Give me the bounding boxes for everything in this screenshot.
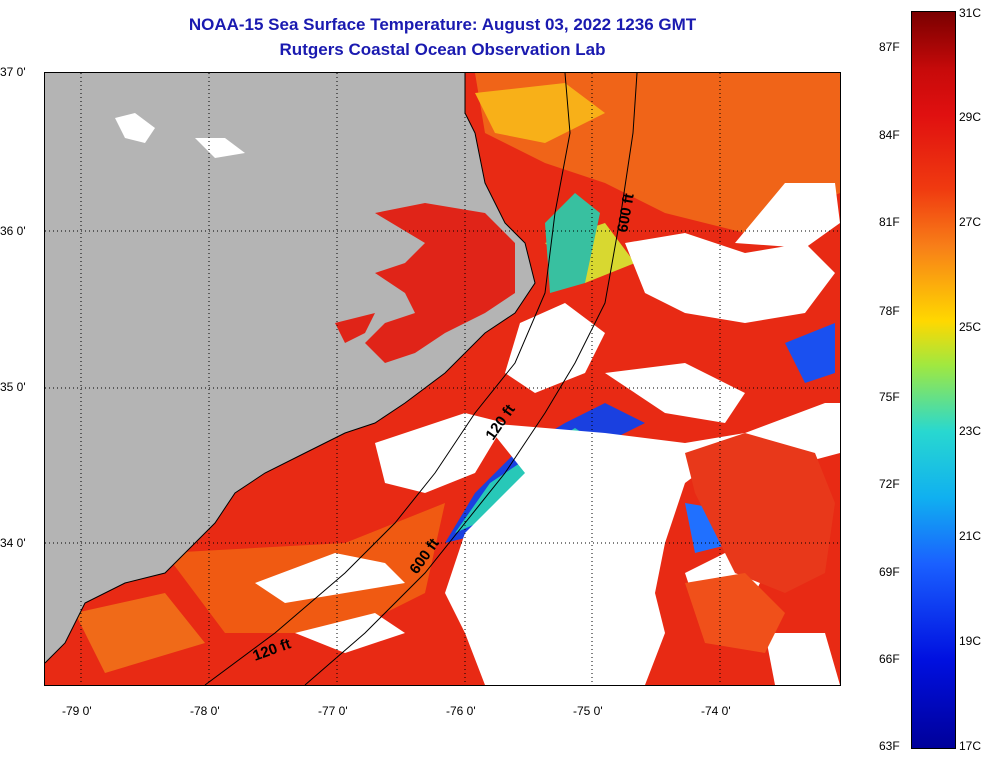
cloud-region: [605, 363, 745, 423]
sst-yellow-region: [475, 83, 605, 143]
colorbar-c-25: 25C: [959, 320, 982, 334]
colorbar-f-72: 72F: [879, 477, 900, 491]
cloud-region: [505, 303, 605, 393]
lon-label-79: -79 0': [62, 704, 92, 718]
colorbar-c-31: 31C: [959, 6, 982, 20]
map-title: NOAA-15 Sea Surface Temperature: August …: [188, 15, 697, 34]
grid: [45, 73, 840, 685]
colorbar-f-81: 81F: [879, 215, 900, 229]
temperature-colorbar: [911, 11, 956, 749]
cloud-region: [735, 183, 840, 248]
sound-water: [335, 313, 375, 343]
colorbar-c-17: 17C: [959, 739, 982, 753]
colorbar-c-27: 27C: [959, 215, 982, 229]
lon-label-77: -77 0': [318, 704, 348, 718]
cloud-region: [445, 403, 840, 685]
cloud-region: [625, 233, 835, 323]
colorbar-f-75: 75F: [879, 390, 900, 404]
lat-label-34: 34 0': [0, 536, 26, 550]
colorbar-c-21: 21C: [959, 529, 982, 543]
sst-warm-eddy: [685, 573, 785, 653]
cloud-region: [765, 633, 840, 685]
colorbar-c-19: 19C: [959, 634, 982, 648]
colorbar-f-63: 63F: [879, 739, 900, 753]
sst-cool-strip: [545, 193, 600, 293]
colorbar-f-87: 87F: [879, 40, 900, 54]
sst-orange-region: [75, 593, 205, 673]
map-subtitle: Rutgers Coastal Ocean Observation Lab: [279, 40, 606, 59]
lon-label-75: -75 0': [573, 704, 603, 718]
contour-label-600ft-north: 600 ft: [614, 192, 638, 234]
contour-120ft: [204, 73, 571, 685]
lon-label-76: -76 0': [446, 704, 476, 718]
cloud-region: [295, 613, 405, 653]
lat-label-35: 35 0': [0, 380, 26, 394]
lake: [195, 138, 245, 158]
lon-label-74: -74 0': [701, 704, 731, 718]
sst-warm-eddy: [685, 433, 835, 593]
colorbar-c-23: 23C: [959, 424, 982, 438]
sound-water: [365, 203, 515, 363]
lat-label-36: 36 0': [0, 224, 26, 238]
cloud-region: [375, 413, 505, 493]
colorbar-f-78: 78F: [879, 304, 900, 318]
lake: [115, 113, 155, 143]
sst-cool-band: [785, 323, 835, 383]
lat-label-37: 37 0': [0, 65, 26, 79]
cloud-region: [255, 553, 405, 603]
sst-map: 600 ft 120 ft 600 ft 120 ft: [44, 72, 841, 686]
colorbar-f-66: 66F: [879, 652, 900, 666]
sst-map-canvas: 600 ft 120 ft 600 ft 120 ft: [45, 73, 840, 685]
contour-600ft: [304, 73, 638, 685]
colorbar-f-84: 84F: [879, 128, 900, 142]
colorbar-f-69: 69F: [879, 565, 900, 579]
coastline: [45, 73, 536, 664]
lon-label-78: -78 0': [190, 704, 220, 718]
colorbar-c-29: 29C: [959, 110, 982, 124]
